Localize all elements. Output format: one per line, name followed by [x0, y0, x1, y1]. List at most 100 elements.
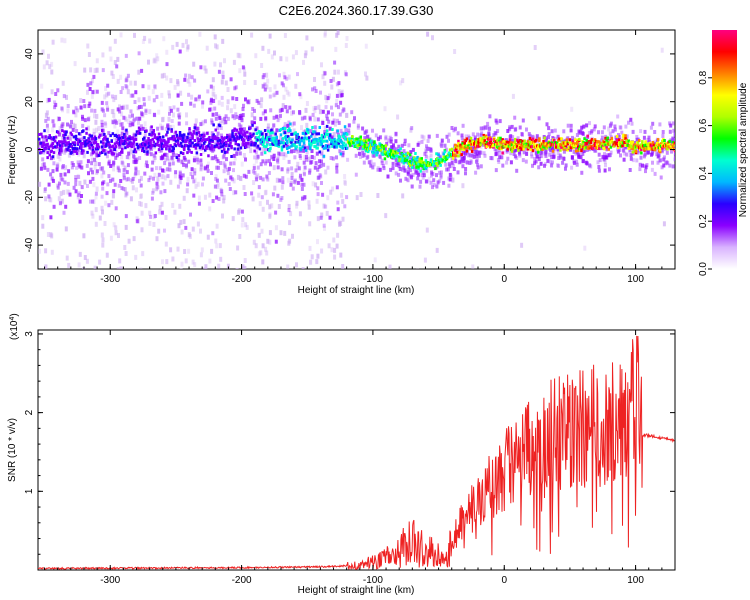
- heat-cell: [314, 89, 318, 93]
- heat-cell: [147, 150, 151, 155]
- heat-cell: [258, 133, 262, 137]
- heat-cell: [160, 126, 164, 131]
- heat-cell: [266, 123, 270, 129]
- heat-cell: [320, 181, 323, 185]
- heat-cell: [647, 147, 650, 151]
- heat-cell: [122, 172, 126, 177]
- heat-cell: [119, 266, 123, 269]
- heat-cell: [101, 145, 104, 149]
- heat-cell: [194, 97, 198, 102]
- heat-cell: [311, 112, 315, 117]
- heat-cell: [354, 172, 358, 177]
- heat-cell: [447, 138, 450, 143]
- heat-cell: [106, 182, 110, 187]
- heat-cell: [588, 144, 592, 148]
- heat-cell: [396, 161, 400, 166]
- heat-cell: [272, 153, 276, 158]
- heat-cell: [286, 147, 289, 150]
- heat-cell: [562, 147, 565, 151]
- heat-cell: [621, 139, 624, 143]
- heat-cell: [90, 157, 94, 163]
- heat-cell: [604, 143, 607, 147]
- heat-cell: [416, 176, 420, 181]
- heat-cell: [292, 110, 295, 115]
- heat-cell: [137, 120, 140, 126]
- heat-cell: [521, 158, 525, 163]
- heat-cell: [287, 159, 291, 164]
- heat-cell: [651, 160, 654, 165]
- heat-cell: [80, 142, 83, 145]
- heat-cell: [339, 128, 343, 133]
- x-tick-label: 100: [627, 274, 644, 285]
- heat-cell: [147, 145, 150, 149]
- heat-cell: [165, 259, 169, 265]
- heat-cell: [524, 159, 528, 164]
- heat-cell: [146, 152, 149, 156]
- heat-cell: [303, 53, 307, 59]
- heat-cell: [509, 141, 513, 145]
- heat-cell: [320, 159, 323, 165]
- heat-cell: [622, 157, 626, 162]
- heat-cell: [627, 120, 630, 125]
- heat-cell: [110, 151, 113, 155]
- heat-cell: [489, 137, 493, 141]
- heat-cell: [514, 140, 517, 144]
- heat-cell: [170, 119, 174, 123]
- heat-cell: [609, 121, 613, 126]
- heat-cell: [457, 154, 460, 158]
- heat-cell: [147, 136, 150, 140]
- heat-cell: [81, 116, 85, 121]
- heat-cell: [474, 137, 478, 142]
- heat-cell: [133, 158, 137, 163]
- heat-cell: [92, 182, 96, 188]
- heat-cell: [90, 146, 93, 151]
- heat-cell: [538, 139, 541, 143]
- heat-cell: [135, 219, 139, 224]
- heat-cell: [597, 152, 601, 157]
- heat-cell: [209, 138, 212, 142]
- heat-cell: [470, 149, 474, 153]
- heat-cell: [526, 140, 530, 144]
- heat-cell: [452, 128, 456, 133]
- heat-cell: [256, 144, 260, 148]
- heat-cell: [520, 147, 523, 151]
- heat-cell: [435, 152, 438, 156]
- heat-cell: [562, 156, 566, 161]
- heat-cell: [117, 233, 120, 238]
- heat-cell: [328, 126, 332, 131]
- heat-cell: [150, 167, 154, 172]
- heat-cell: [403, 142, 407, 146]
- heat-cell: [148, 143, 151, 147]
- heat-cell: [335, 82, 339, 87]
- heat-cell: [274, 239, 278, 244]
- heat-cell: [454, 143, 457, 147]
- heat-cell: [263, 151, 267, 155]
- heat-cell: [561, 160, 565, 165]
- heat-cell: [196, 160, 200, 165]
- heat-cell: [154, 58, 158, 64]
- heat-cell: [460, 133, 464, 138]
- heat-cell: [314, 161, 318, 166]
- heat-cell: [116, 129, 120, 135]
- heat-cell: [51, 127, 55, 133]
- heat-cell: [337, 89, 341, 94]
- heat-cell: [112, 160, 116, 165]
- heat-cell: [522, 147, 525, 151]
- heat-cell: [55, 167, 59, 172]
- heat-cell: [479, 136, 482, 140]
- heat-cell: [109, 235, 113, 241]
- heat-cell: [402, 166, 406, 171]
- heat-cell: [137, 69, 141, 75]
- heat-cell: [294, 168, 298, 173]
- heat-cell: [46, 127, 50, 133]
- heat-cell: [458, 153, 462, 158]
- heat-cell: [92, 137, 96, 141]
- heat-cell: [531, 163, 534, 168]
- heat-cell: [152, 58, 156, 64]
- heat-cell: [103, 94, 107, 100]
- heat-cell: [292, 128, 296, 134]
- heat-cell: [369, 146, 372, 150]
- heat-cell: [230, 177, 234, 182]
- heat-cell: [316, 216, 320, 222]
- heat-cell: [268, 87, 272, 93]
